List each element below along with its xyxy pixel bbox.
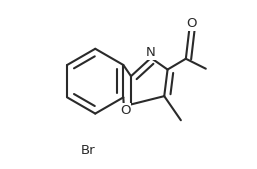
Text: O: O — [120, 104, 130, 117]
Text: Br: Br — [80, 144, 95, 157]
Text: N: N — [146, 46, 156, 59]
Text: O: O — [186, 17, 197, 30]
